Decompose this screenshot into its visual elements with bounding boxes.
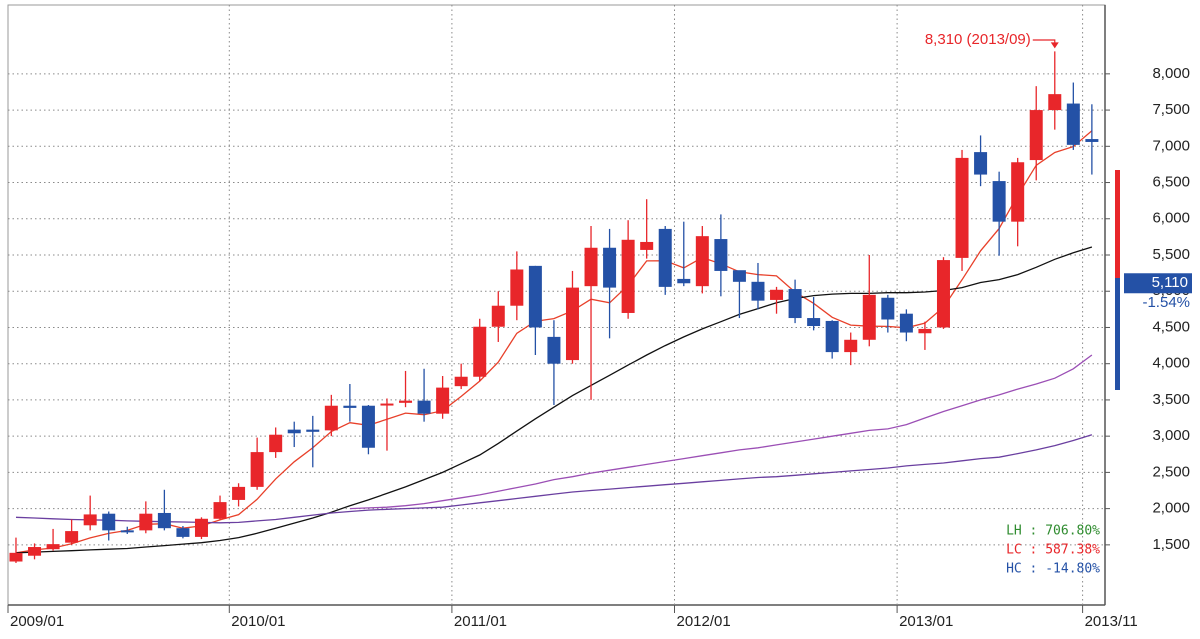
candle-body [936, 260, 950, 328]
candle-body [899, 313, 913, 333]
change-label: -1.54% [1142, 294, 1190, 311]
candle-body [194, 518, 208, 537]
candle-body [324, 405, 338, 431]
stat-line: HC : -14.80% [1006, 562, 1100, 577]
annotation: 8,310 (2013/09) [925, 31, 1031, 48]
candle-body [825, 320, 839, 353]
candle-body [120, 530, 134, 533]
candle-body [621, 239, 635, 313]
y-tick-label: 7,500 [1152, 101, 1190, 118]
candle-body [343, 405, 357, 408]
candle-body [807, 318, 821, 327]
candle-body [732, 270, 746, 282]
candle-body [1029, 110, 1043, 161]
candle-body [603, 247, 617, 288]
y-tick-label: 7,000 [1152, 137, 1190, 154]
candle-body [955, 157, 969, 258]
candle-body [176, 528, 190, 537]
candle-body [436, 387, 450, 414]
moving-average-line [15, 246, 1093, 554]
candle-body [491, 305, 505, 327]
y-tick-label: 3,000 [1152, 427, 1190, 444]
candle-body [918, 328, 932, 334]
candle-body [695, 236, 709, 287]
candle-body [547, 336, 561, 364]
current-price-box [1124, 273, 1192, 294]
x-tick-label: 2009/01 [10, 613, 64, 630]
candle-body [9, 552, 23, 562]
candle-body [399, 400, 413, 403]
candle-body [1011, 162, 1025, 222]
candle-body [46, 544, 60, 550]
grid [7, 5, 1110, 613]
y-tick-label: 4,500 [1152, 318, 1190, 335]
labels: 1,5002,0002,5003,0003,5004,0004,5005,000… [10, 31, 1192, 630]
y-tick-label: 6,500 [1152, 174, 1190, 191]
y-tick-label: 8,000 [1152, 65, 1190, 82]
candle-body [1085, 139, 1099, 142]
candle-body [677, 278, 691, 284]
candle-body [250, 452, 264, 487]
range-bar-up [1115, 170, 1120, 278]
candle-body [714, 239, 728, 271]
stat-line: LH : 706.80% [1006, 524, 1100, 539]
candle-body [473, 326, 487, 377]
candle-body [28, 547, 42, 556]
candle-body [417, 400, 431, 414]
candle-body [862, 294, 876, 340]
moving-average-line [349, 354, 1093, 510]
candle-body [287, 429, 301, 434]
candle-body [751, 281, 765, 301]
y-tick-label: 5,500 [1152, 246, 1190, 263]
x-tick-label: 2010/01 [231, 613, 285, 630]
candle-body [992, 181, 1006, 222]
candles [9, 51, 1099, 563]
candle-body [565, 287, 579, 361]
candle-body [306, 429, 320, 432]
y-tick-label: 1,500 [1152, 536, 1190, 553]
x-tick-label: 2013/01 [899, 613, 953, 630]
plot-frame [7, 4, 1106, 606]
y-tick-label: 4,000 [1152, 355, 1190, 372]
y-tick-label: 6,000 [1152, 210, 1190, 227]
candle-body [157, 512, 171, 529]
candle-body [454, 376, 468, 387]
candle-body [361, 405, 375, 448]
x-tick-label: 2011/01 [454, 613, 507, 630]
candle-body [881, 297, 895, 320]
annotation-arrowhead [1050, 42, 1059, 49]
candle-body [510, 269, 524, 306]
candle-body [380, 403, 394, 406]
candle-body [658, 228, 672, 287]
y-tick-label: 2,500 [1152, 463, 1190, 480]
candle-body [83, 514, 97, 526]
candle-body [788, 289, 802, 319]
candle-body [102, 513, 116, 531]
x-tick-label: 2013/11 [1085, 613, 1138, 630]
candle-body [770, 289, 784, 300]
candle-body [139, 513, 153, 531]
y-tick-label: 3,500 [1152, 391, 1190, 408]
candle-body [584, 247, 598, 287]
candle-body [1066, 103, 1080, 145]
x-tick-label: 2012/01 [677, 613, 731, 630]
candle-body [528, 265, 542, 328]
current-price-label: 5,110 [1152, 274, 1188, 291]
candle-body [1048, 94, 1062, 111]
candle-body [844, 339, 858, 353]
candle-body [65, 531, 79, 543]
candle-body [974, 152, 988, 175]
candle-body [213, 502, 227, 519]
y-tick-label: 2,000 [1152, 500, 1190, 517]
candle-body [640, 241, 654, 250]
stat-line: LC : 587.38% [1006, 543, 1100, 558]
candle-body [269, 434, 283, 453]
candle-body [232, 486, 246, 500]
range-bar-down [1115, 278, 1120, 390]
